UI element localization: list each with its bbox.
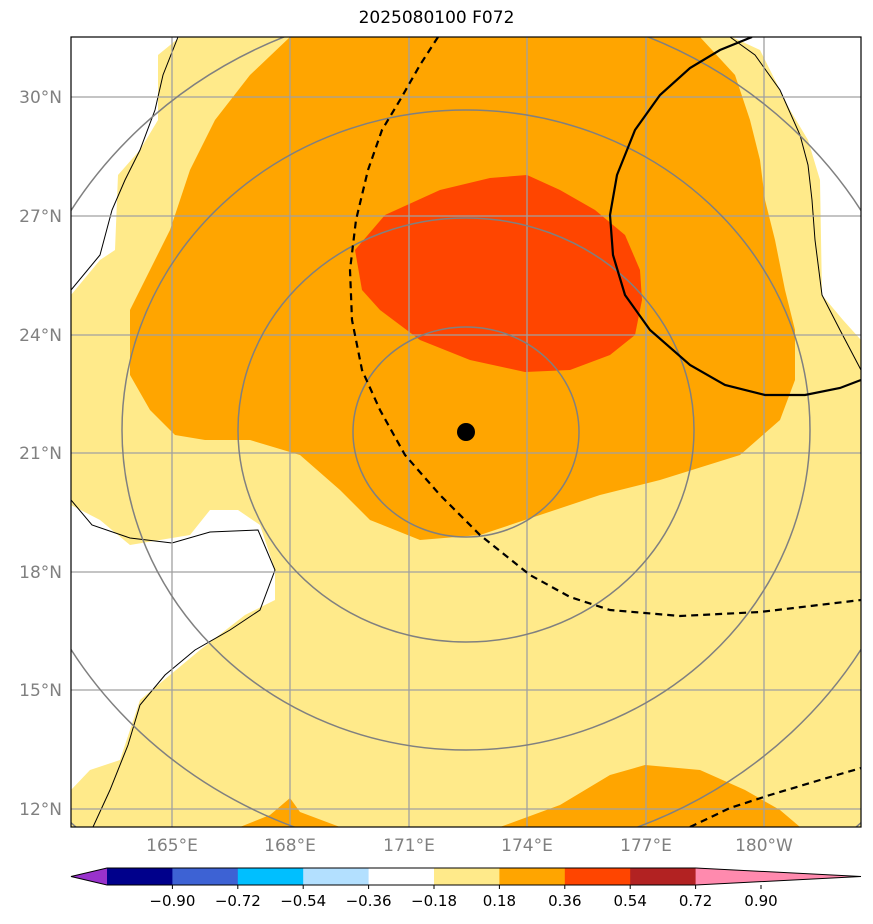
colorbar-tick-label: −0.54	[280, 892, 326, 910]
lon-label: 177°E	[620, 836, 672, 856]
colorbar-segment	[107, 868, 173, 885]
longitude-labels: 165°E 168°E 171°E 174°E 177°E 180°W	[146, 836, 793, 856]
lat-label: 18°N	[19, 563, 62, 583]
lon-label: 171°E	[383, 836, 435, 856]
colorbar-tick-label: 0.18	[483, 892, 516, 910]
colorbar-tick-label: −0.36	[346, 892, 392, 910]
lon-label: 168°E	[264, 836, 316, 856]
colorbar-tick-label: 0.54	[613, 892, 646, 910]
colorbar-outline	[70, 867, 862, 886]
storm-center-dot	[457, 423, 475, 441]
colorbar-segment	[303, 868, 370, 885]
colorbar-segment	[368, 868, 435, 885]
lat-label: 24°N	[19, 326, 62, 346]
coastlines	[71, 37, 861, 827]
map-frame	[70, 36, 862, 828]
lat-label: 21°N	[19, 444, 62, 464]
colorbar-tick-label: −0.18	[411, 892, 457, 910]
colorbar-segment	[237, 868, 304, 885]
colorbar-tick-label: 0.36	[548, 892, 581, 910]
colorbar: −0.90 −0.72 −0.54 −0.36 −0.18 0.18 0.36 0.54 0.7…	[70, 867, 862, 910]
colorbar-segment	[434, 868, 500, 885]
colorbar-tick-label: −0.72	[215, 892, 261, 910]
colorbar-extend-low	[71, 868, 107, 885]
dashed-contours	[348, 37, 861, 827]
colorbar-segment	[499, 868, 566, 885]
lon-label: 174°E	[501, 836, 553, 856]
lat-label: 15°N	[19, 681, 62, 701]
solid-contour	[608, 37, 861, 397]
lon-label: 180°W	[735, 836, 793, 856]
colorbar-extend-high	[695, 868, 861, 885]
graticule	[71, 37, 861, 827]
colorbar-segment	[564, 868, 631, 885]
colorbar-segment	[172, 868, 239, 885]
colorbar-tick-label: 0.72	[679, 892, 712, 910]
map-title: 2025080100 F072	[358, 8, 515, 28]
latitude-labels: 30°N 27°N 24°N 21°N 18°N 15°N 12°N	[19, 88, 62, 820]
colorbar-tick-label: 0.90	[744, 892, 777, 910]
lat-label: 27°N	[19, 207, 62, 227]
fill-level-high	[355, 175, 642, 372]
lat-label: 30°N	[19, 88, 62, 108]
colorbar-segment	[630, 868, 697, 885]
colorbar-tick-label: −0.90	[149, 892, 195, 910]
lon-label: 165°E	[146, 836, 198, 856]
lat-label: 12°N	[19, 800, 62, 820]
